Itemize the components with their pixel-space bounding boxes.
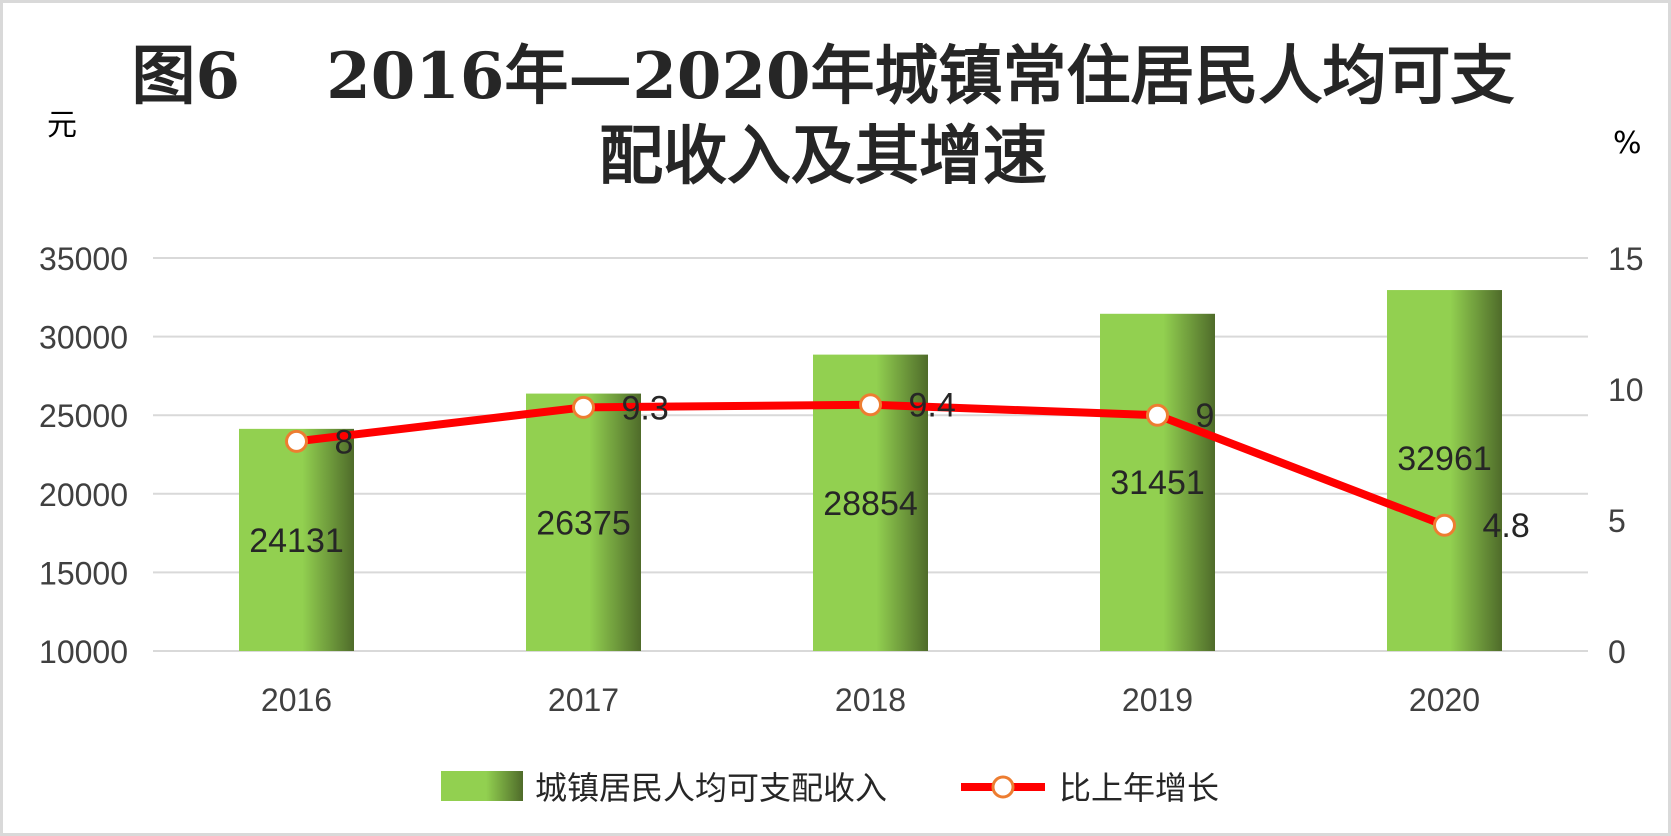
line-marker [572, 395, 595, 419]
bar-value-label: 26375 [536, 504, 631, 542]
left-tick-label: 35000 [39, 241, 128, 277]
line-value-label: 9.4 [909, 387, 956, 425]
left-axis-unit: 元 [47, 108, 77, 143]
chart-title-line1: 图6 2016年—2020年城镇常住居民人均可支 [131, 39, 1514, 114]
bar [239, 428, 354, 651]
left-tick-label: 30000 [39, 320, 128, 356]
line-marker [1433, 513, 1456, 537]
legend: 城镇居民人均可支配收入 比上年增长 [441, 769, 1219, 807]
line-data-labels: 8 9.3 9.4 9 4.8 [335, 387, 1530, 546]
right-tick-label: 5 [1608, 503, 1626, 539]
left-tick-label: 25000 [39, 398, 128, 434]
bar-value-label: 24131 [249, 522, 344, 560]
bar [1100, 313, 1215, 651]
x-tick-label: 2020 [1409, 682, 1480, 718]
legend-line-marker [991, 775, 1015, 799]
right-tick-label: 0 [1608, 634, 1626, 670]
line-marker [285, 429, 308, 453]
bar-value-label: 28854 [823, 485, 918, 523]
left-tick-label: 10000 [39, 634, 128, 670]
x-tick-label: 2016 [261, 682, 332, 718]
legend-bar-swatch [441, 771, 523, 801]
bar-series [239, 290, 1502, 651]
bar [1387, 290, 1502, 651]
right-tick-label: 10 [1608, 372, 1644, 408]
right-axis-ticks: 0 5 10 15 [1608, 241, 1644, 670]
bar-data-labels: 24131 26375 28854 31451 32961 [249, 440, 1492, 560]
bar-value-label: 32961 [1397, 440, 1492, 478]
left-tick-label: 15000 [39, 555, 128, 591]
right-tick-label: 15 [1608, 241, 1644, 277]
line-series [285, 393, 1456, 537]
bar [526, 393, 641, 651]
line-marker [1146, 403, 1169, 427]
x-tick-label: 2019 [1122, 682, 1193, 718]
combo-chart: 图6 2016年—2020年城镇常住居民人均可支 配收入及其增速 元 % 100… [39, 39, 1644, 807]
x-tick-label: 2018 [835, 682, 906, 718]
line-marker [859, 393, 882, 417]
right-axis-unit: % [1613, 126, 1642, 161]
line-value-label: 9 [1196, 397, 1215, 435]
line-value-label: 4.8 [1483, 507, 1530, 545]
x-axis-ticks: 2016 2017 2018 2019 2020 [261, 682, 1480, 718]
bar-value-label: 31451 [1110, 464, 1205, 502]
line-value-label: 9.3 [622, 389, 669, 427]
line-value-label: 8 [335, 423, 354, 461]
legend-bar-label: 城镇居民人均可支配收入 [535, 769, 887, 807]
x-tick-label: 2017 [548, 682, 619, 718]
chart-title-line2: 配收入及其增速 [599, 119, 1047, 194]
legend-line-label: 比上年增长 [1059, 769, 1219, 807]
left-axis-ticks: 10000 15000 20000 25000 30000 35000 [39, 241, 128, 670]
left-tick-label: 20000 [39, 477, 128, 513]
